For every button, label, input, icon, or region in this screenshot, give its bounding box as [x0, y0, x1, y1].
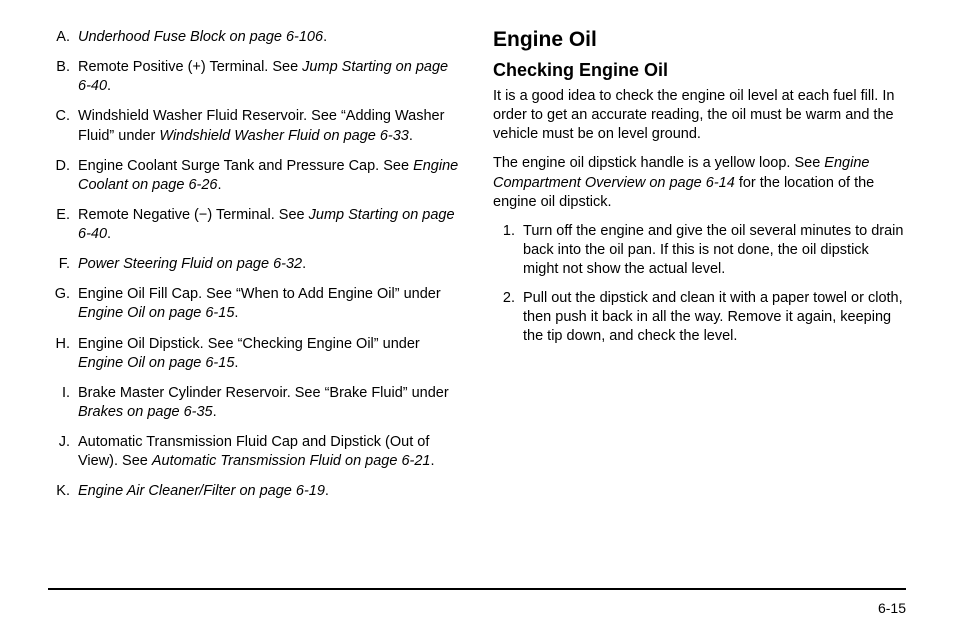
- step-item: 1. Turn off the engine and give the oil …: [493, 222, 906, 279]
- step-body: Turn off the engine and give the oil sev…: [523, 222, 906, 279]
- list-marker: C.: [48, 107, 78, 145]
- item-suffix: .: [213, 404, 217, 420]
- item-suffix: .: [217, 177, 221, 193]
- page-number: 6-15: [878, 600, 906, 616]
- list-item: B. Remote Positive (+) Terminal. See Jum…: [48, 58, 461, 96]
- step-item: 2. Pull out the dipstick and clean it wi…: [493, 289, 906, 346]
- cross-reference: Automatic Transmission Fluid on page 6-2…: [152, 453, 431, 469]
- list-marker: B.: [48, 58, 78, 96]
- list-item: H. Engine Oil Dipstick. See “Checking En…: [48, 335, 461, 373]
- right-column: Engine Oil Checking Engine Oil It is a g…: [493, 28, 906, 512]
- item-suffix: .: [325, 483, 329, 499]
- list-body: Engine Coolant Surge Tank and Pressure C…: [78, 157, 461, 195]
- item-prefix: Engine Oil Dipstick. See “Checking Engin…: [78, 336, 420, 352]
- item-prefix: Engine Oil Fill Cap. See “When to Add En…: [78, 286, 441, 302]
- item-prefix: Engine Coolant Surge Tank and Pressure C…: [78, 158, 413, 174]
- list-item: A. Underhood Fuse Block on page 6-106.: [48, 28, 461, 47]
- list-body: Remote Positive (+) Terminal. See Jump S…: [78, 58, 461, 96]
- cross-reference: Engine Oil on page 6-15: [78, 355, 234, 371]
- paragraph: The engine oil dipstick handle is a yell…: [493, 154, 906, 211]
- list-item: E. Remote Negative (−) Terminal. See Jum…: [48, 206, 461, 244]
- list-item: J. Automatic Transmission Fluid Cap and …: [48, 433, 461, 471]
- left-column: A. Underhood Fuse Block on page 6-106. B…: [48, 28, 461, 512]
- list-item: D. Engine Coolant Surge Tank and Pressur…: [48, 157, 461, 195]
- item-prefix: Remote Positive (+) Terminal. See: [78, 59, 302, 75]
- list-marker: H.: [48, 335, 78, 373]
- item-prefix: Remote Negative (−) Terminal. See: [78, 207, 309, 223]
- step-marker: 1.: [493, 222, 523, 279]
- list-body: Power Steering Fluid on page 6-32.: [78, 255, 461, 274]
- step-list: 1. Turn off the engine and give the oil …: [493, 222, 906, 347]
- list-marker: A.: [48, 28, 78, 47]
- list-item: K. Engine Air Cleaner/Filter on page 6-1…: [48, 482, 461, 501]
- list-marker: K.: [48, 482, 78, 501]
- item-suffix: .: [234, 355, 238, 371]
- list-body: Engine Oil Dipstick. See “Checking Engin…: [78, 335, 461, 373]
- item-suffix: .: [107, 226, 111, 242]
- two-column-layout: A. Underhood Fuse Block on page 6-106. B…: [48, 28, 906, 512]
- cross-reference: Brakes on page 6-35: [78, 404, 213, 420]
- list-body: Remote Negative (−) Terminal. See Jump S…: [78, 206, 461, 244]
- list-marker: G.: [48, 285, 78, 323]
- list-body: Underhood Fuse Block on page 6-106.: [78, 28, 461, 47]
- list-body: Engine Oil Fill Cap. See “When to Add En…: [78, 285, 461, 323]
- cross-reference: Engine Air Cleaner/Filter on page 6-19: [78, 483, 325, 499]
- step-body: Pull out the dipstick and clean it with …: [523, 289, 906, 346]
- list-item: C. Windshield Washer Fluid Reservoir. Se…: [48, 107, 461, 145]
- item-suffix: .: [107, 78, 111, 94]
- paragraph: It is a good idea to check the engine oi…: [493, 87, 906, 144]
- list-marker: F.: [48, 255, 78, 274]
- page: A. Underhood Fuse Block on page 6-106. B…: [0, 0, 954, 638]
- list-marker: E.: [48, 206, 78, 244]
- component-list: A. Underhood Fuse Block on page 6-106. B…: [48, 28, 461, 501]
- list-body: Windshield Washer Fluid Reservoir. See “…: [78, 107, 461, 145]
- list-marker: I.: [48, 384, 78, 422]
- list-body: Engine Air Cleaner/Filter on page 6-19.: [78, 482, 461, 501]
- footer-rule: [48, 588, 906, 590]
- cross-reference: Engine Oil on page 6-15: [78, 305, 234, 321]
- list-item: F. Power Steering Fluid on page 6-32.: [48, 255, 461, 274]
- list-marker: J.: [48, 433, 78, 471]
- item-suffix: .: [409, 128, 413, 144]
- cross-reference: Underhood Fuse Block on page 6-106: [78, 29, 323, 45]
- list-body: Brake Master Cylinder Reservoir. See “Br…: [78, 384, 461, 422]
- item-prefix: Brake Master Cylinder Reservoir. See “Br…: [78, 385, 449, 401]
- item-suffix: .: [302, 256, 306, 272]
- item-suffix: .: [323, 29, 327, 45]
- item-suffix: .: [234, 305, 238, 321]
- cross-reference: Power Steering Fluid on page 6-32: [78, 256, 302, 272]
- list-item: I. Brake Master Cylinder Reservoir. See …: [48, 384, 461, 422]
- cross-reference: Windshield Washer Fluid on page 6-33: [159, 128, 408, 144]
- step-marker: 2.: [493, 289, 523, 346]
- list-item: G. Engine Oil Fill Cap. See “When to Add…: [48, 285, 461, 323]
- section-heading: Engine Oil: [493, 28, 906, 52]
- item-suffix: .: [430, 453, 434, 469]
- subsection-heading: Checking Engine Oil: [493, 60, 906, 81]
- list-body: Automatic Transmission Fluid Cap and Dip…: [78, 433, 461, 471]
- list-marker: D.: [48, 157, 78, 195]
- para-prefix: The engine oil dipstick handle is a yell…: [493, 155, 824, 171]
